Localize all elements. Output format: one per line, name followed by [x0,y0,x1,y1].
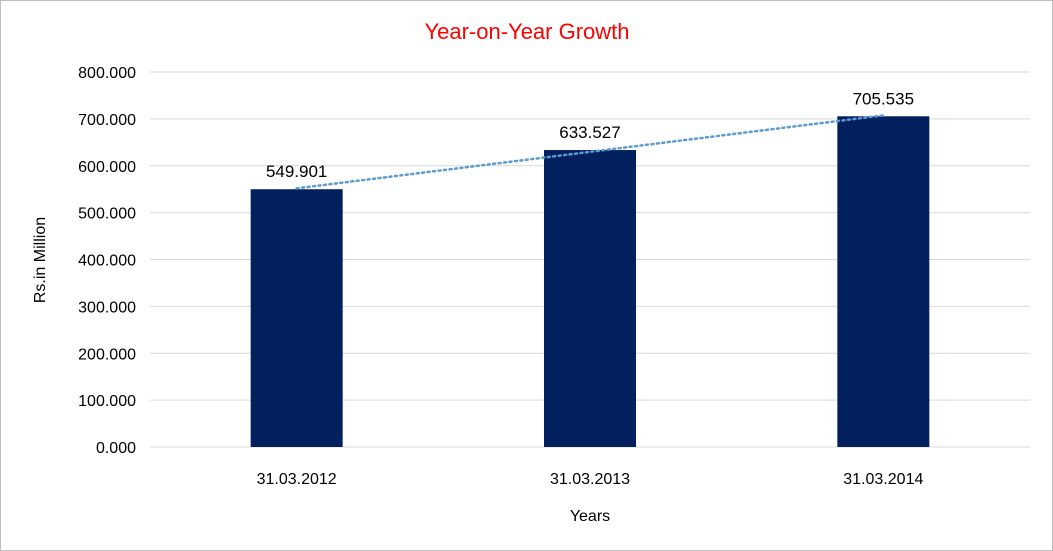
bar [837,116,930,448]
bar [250,189,343,448]
data-label: 549.901 [266,162,327,181]
trendline [295,114,885,190]
chart-title: Year-on-Year Growth [424,19,629,44]
y-tick-label: 800.000 [78,65,136,82]
bar [544,150,636,447]
x-tick-label: 31.03.2014 [843,471,923,488]
x-tick-label: 31.03.2013 [550,471,630,488]
y-tick-label: 200.000 [78,346,136,363]
y-tick-label: 300.000 [78,299,136,316]
y-axis-label: Rs.in Million [32,217,49,303]
data-label: 705.535 [853,89,914,108]
y-tick-label: 400.000 [78,253,136,270]
y-tick-label: 700.000 [78,112,136,129]
y-tick-label: 0.000 [96,440,136,457]
y-tick-label: 100.000 [78,393,136,410]
x-tick-label: 31.03.2012 [257,471,337,488]
y-tick-label: 500.000 [78,206,136,223]
data-label: 633.527 [559,123,620,142]
x-axis-label: Years [570,508,610,525]
y-tick-label: 600.000 [78,159,136,176]
